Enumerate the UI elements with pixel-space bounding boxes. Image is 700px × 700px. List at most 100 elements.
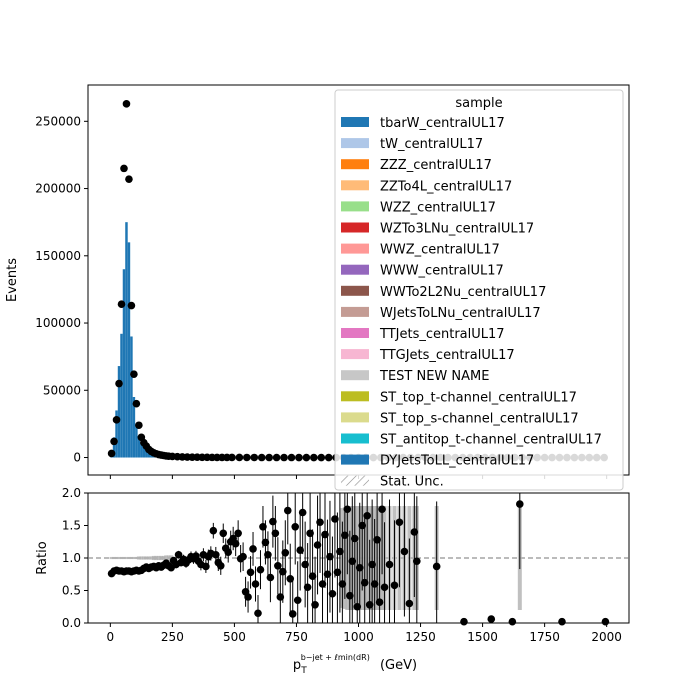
ratio-point xyxy=(341,531,349,540)
data-point xyxy=(287,453,296,462)
data-point xyxy=(112,416,121,424)
mc-bar xyxy=(132,397,136,458)
ratio-point xyxy=(318,580,327,588)
ratio-point xyxy=(558,617,566,626)
ratio-point xyxy=(288,610,297,618)
unc-band-segment xyxy=(166,555,171,561)
ratio-y-tick-label: 1.5 xyxy=(62,519,81,533)
legend-label: ST_top_t-channel_centralUL17 xyxy=(380,390,577,405)
legend-label: WWZ_centralUL17 xyxy=(380,243,500,258)
legend-swatch xyxy=(341,285,369,296)
ratio-point xyxy=(291,523,300,531)
main-y-ticks: 0 50000 100000 150000 200000 250000 xyxy=(35,114,88,465)
ratio-point xyxy=(308,572,317,580)
ratio-point xyxy=(355,563,364,572)
ratio-point xyxy=(410,528,419,536)
legend-entry: TTJets_centralUL17 xyxy=(341,327,505,342)
ratio-point xyxy=(432,562,441,571)
mc-bar xyxy=(125,222,128,458)
x-label-unit: (GeV) xyxy=(376,658,417,673)
ratio-point xyxy=(212,550,220,559)
ratio-point xyxy=(264,550,272,559)
legend-label: WWTo2L2Nu_centralUL17 xyxy=(380,285,546,300)
ratio-point xyxy=(283,506,292,515)
ratio-point xyxy=(266,573,275,582)
legend-entry: WWW_centralUL17 xyxy=(341,264,504,279)
ratio-point xyxy=(296,546,304,554)
legend-swatch xyxy=(341,370,369,381)
ratio-point xyxy=(216,562,225,570)
ratio-point xyxy=(358,521,367,530)
y-tick-label: 200000 xyxy=(35,182,81,196)
unc-band-segment xyxy=(126,556,131,560)
legend-entry: TTGJets_centralUL17 xyxy=(341,348,515,363)
ratio-point xyxy=(326,552,334,561)
legend-swatch xyxy=(341,349,369,360)
x-label-main: p xyxy=(293,658,301,673)
data-point xyxy=(257,453,266,462)
data-point xyxy=(265,453,273,462)
ratio-point xyxy=(413,557,421,566)
ratio-point xyxy=(348,557,357,566)
data-point xyxy=(302,453,311,462)
data-point xyxy=(120,164,128,173)
legend-swatch xyxy=(341,159,369,170)
legend-label: Stat. Unc. xyxy=(380,475,444,490)
ratio-point xyxy=(303,583,312,592)
ratio-x-tick-label: 1000 xyxy=(343,630,374,644)
ratio-point xyxy=(365,601,374,609)
y-tick-label: 100000 xyxy=(35,316,81,330)
ratio-y-ticks: 0.0 0.5 1.0 1.5 2.0 xyxy=(62,486,88,630)
legend-entry: Stat. Unc. xyxy=(341,475,444,490)
unc-band-segment xyxy=(156,555,161,561)
mc-bar xyxy=(117,366,121,458)
ratio-x-tick-label: 500 xyxy=(223,630,246,644)
ratio-point xyxy=(350,534,359,543)
legend-entry: ST_top_s-channel_centralUL17 xyxy=(341,411,579,426)
mc-bar xyxy=(115,410,118,458)
ratio-point xyxy=(281,549,290,557)
legend-entry: tW_centralUL17 xyxy=(341,137,483,152)
unc-band-segment xyxy=(136,556,141,560)
ratio-point xyxy=(231,539,240,548)
legend-swatch xyxy=(341,328,369,338)
ratio-point xyxy=(333,568,342,577)
ratio-point xyxy=(219,529,228,538)
unc-band-segment xyxy=(114,556,119,560)
unc-band-segment xyxy=(139,556,144,560)
ratio-y-tick-label: 1.0 xyxy=(62,551,81,565)
ratio-point xyxy=(323,570,332,579)
data-point xyxy=(127,301,136,310)
legend-entry: tbarW_centralUL17 xyxy=(341,116,505,131)
unc-band-segment xyxy=(131,556,136,560)
ratio-point xyxy=(343,505,352,514)
ratio-point xyxy=(460,617,468,626)
ratio-point xyxy=(375,598,384,606)
ratio-point xyxy=(400,547,409,556)
legend-entry: WZZ_centralUL17 xyxy=(341,200,496,215)
mc-stack-bars xyxy=(110,222,188,458)
ratio-point xyxy=(353,602,362,611)
data-point xyxy=(250,453,259,462)
legend-entry: WWZ_centralUL17 xyxy=(341,243,500,258)
mc-bar xyxy=(145,449,148,458)
mc-bar xyxy=(130,336,133,458)
data-point xyxy=(235,453,244,462)
legend-entry: ZZZ_centralUL17 xyxy=(341,158,492,173)
ratio-point xyxy=(390,581,399,590)
ratio-point xyxy=(601,617,610,626)
mc-bar xyxy=(112,437,116,458)
unc-band-segment xyxy=(109,556,114,560)
data-point xyxy=(107,449,116,458)
ratio-point xyxy=(286,575,295,583)
legend-box xyxy=(334,89,624,491)
ratio-point xyxy=(370,580,379,588)
data-point xyxy=(243,453,251,462)
data-point xyxy=(228,453,236,462)
unc-band-segment xyxy=(154,555,159,561)
ratio-y-tick-label: 2.0 xyxy=(62,486,81,500)
unc-band-segment xyxy=(144,556,149,560)
ratio-point xyxy=(271,529,280,538)
ratio-point xyxy=(516,500,524,508)
ratio-point xyxy=(313,541,322,549)
